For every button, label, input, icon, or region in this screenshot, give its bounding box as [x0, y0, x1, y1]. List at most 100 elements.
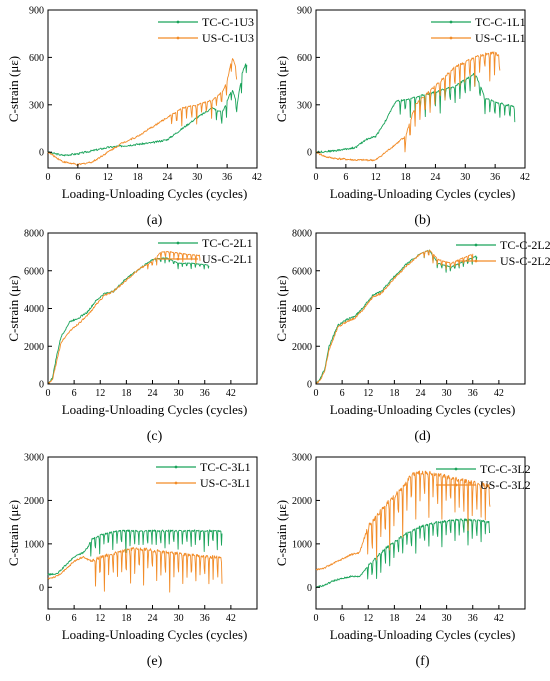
chart-panel-d: 0 6 12 18 24 30 36 42 0 2000 4000 6000 8000 Loading-U… [274, 229, 550, 445]
legend-label: TC-C-3L1 [200, 460, 251, 474]
x-tick-label: 0 [46, 613, 51, 624]
x-tick-label: 42 [252, 172, 262, 183]
y-tick-label: 8000 [24, 229, 44, 240]
y-tick-label: 2000 [24, 342, 44, 353]
legend-marker [449, 36, 453, 40]
chart-panel-a: 0 6 12 18 24 30 36 42 0 300 600 900 Loading-Unloadin… [6, 6, 262, 229]
legend-label: TC-C-3L2 [480, 462, 531, 476]
series-line-US-C-1L1 [315, 51, 501, 162]
y-tick-label: 300 [29, 100, 44, 111]
x-tick-label: 6 [75, 172, 80, 183]
y-tick-label: 0 [39, 380, 44, 391]
y-tick-label: 900 [297, 6, 312, 17]
y-axis-label: C-strain (με) [6, 275, 21, 341]
x-tick-label: 18 [401, 172, 411, 183]
legend-label: US-C-2L1 [202, 252, 253, 266]
y-tick-label: 3000 [24, 453, 44, 464]
x-tick-label: 18 [121, 388, 131, 399]
legend-marker [176, 36, 180, 40]
y-tick-label: 0 [39, 583, 44, 594]
y-tick-label: 0 [307, 380, 312, 391]
x-tick-label: 30 [460, 172, 470, 183]
x-tick-label: 0 [314, 613, 319, 624]
x-tick-label: 6 [72, 613, 77, 624]
y-axis-label: C-strain (με) [274, 275, 289, 341]
x-tick-label: 30 [192, 172, 202, 183]
legend-label: US-C-3L1 [200, 476, 251, 490]
legend-marker [176, 241, 180, 245]
legend-label: US-C-3L2 [480, 478, 531, 492]
legend-marker [449, 20, 453, 24]
y-axis-label: C-strain (με) [6, 500, 21, 566]
x-tick-label: 0 [314, 172, 319, 183]
x-tick-label: 30 [174, 613, 184, 624]
y-tick-label: 1000 [24, 539, 44, 550]
legend-label: TC-C-2L1 [202, 236, 253, 250]
x-tick-label: 36 [468, 613, 478, 624]
x-tick-label: 0 [46, 172, 51, 183]
chart-panel-c: 0 6 12 18 24 30 36 42 0 2000 4000 6000 8000 Loading-U… [6, 229, 258, 444]
x-tick-label: 30 [442, 613, 452, 624]
y-tick-label: 2000 [24, 496, 44, 507]
y-axis-label: C-strain (με) [6, 56, 21, 122]
legend-marker [454, 483, 458, 487]
x-tick-label: 36 [200, 388, 210, 399]
x-tick-label: 0 [46, 388, 51, 399]
x-axis-label: Loading-Unloading Cycles (cycles) [62, 402, 248, 417]
x-tick-label: 12 [103, 172, 113, 183]
x-tick-label: 6 [340, 613, 345, 624]
legend-label: US-C-2L2 [500, 254, 550, 268]
chart-panel-f: 0 6 12 18 24 30 36 42 0 1000 2000 3000 Loading-Unloa… [274, 453, 531, 670]
series-line-US-C-2L1 [47, 251, 201, 385]
x-tick-label: 6 [340, 388, 345, 399]
panel-caption: (b) [414, 213, 431, 228]
x-axis-label: Loading-Unloading Cycles (cycles) [62, 627, 248, 642]
x-tick-label: 24 [162, 172, 172, 183]
series-line-US-C-3L2 [315, 470, 491, 571]
plot-frame [315, 232, 526, 385]
y-tick-label: 2000 [292, 496, 312, 507]
x-tick-label: 24 [416, 388, 426, 399]
x-axis-label: Loading-Unloading Cycles (cycles) [62, 186, 248, 201]
legend-marker [474, 243, 478, 247]
x-tick-label: 6 [72, 388, 77, 399]
y-tick-label: 6000 [24, 266, 44, 277]
x-tick-label: 12 [363, 613, 373, 624]
y-tick-label: 3000 [292, 453, 312, 464]
x-tick-label: 42 [520, 172, 530, 183]
legend-label: US-C-1U3 [202, 31, 254, 45]
x-tick-label: 30 [174, 388, 184, 399]
series-line-TC-C-2L1 [47, 257, 210, 385]
x-tick-label: 42 [494, 388, 504, 399]
x-tick-label: 42 [226, 388, 236, 399]
legend-label: TC-C-2L2 [500, 238, 550, 252]
x-tick-label: 12 [95, 388, 105, 399]
x-tick-label: 6 [343, 172, 348, 183]
x-tick-label: 42 [226, 613, 236, 624]
legend-marker [454, 467, 458, 471]
series-line-TC-C-2L2 [315, 249, 478, 385]
panel-caption: (c) [147, 429, 163, 444]
y-tick-label: 1000 [292, 539, 312, 550]
x-tick-label: 36 [222, 172, 232, 183]
series-line-US-C-3L1 [47, 546, 223, 593]
y-axis-label: C-strain (με) [274, 56, 289, 122]
x-tick-label: 12 [95, 613, 105, 624]
x-tick-label: 12 [371, 172, 381, 183]
legend-label: US-C-1L1 [475, 31, 526, 45]
series-line-TC-C-1U3 [47, 63, 248, 157]
legend-marker [174, 465, 178, 469]
y-tick-label: 0 [307, 583, 312, 594]
y-tick-label: 600 [297, 53, 312, 64]
x-tick-label: 18 [389, 388, 399, 399]
legend-marker [474, 259, 478, 263]
legend-label: TC-C-1U3 [202, 15, 254, 29]
x-tick-label: 42 [494, 613, 504, 624]
x-tick-label: 24 [430, 172, 440, 183]
panel-caption: (e) [147, 654, 163, 669]
x-tick-label: 18 [389, 613, 399, 624]
y-tick-label: 2000 [292, 342, 312, 353]
y-tick-label: 900 [29, 6, 44, 17]
x-tick-label: 36 [468, 388, 478, 399]
